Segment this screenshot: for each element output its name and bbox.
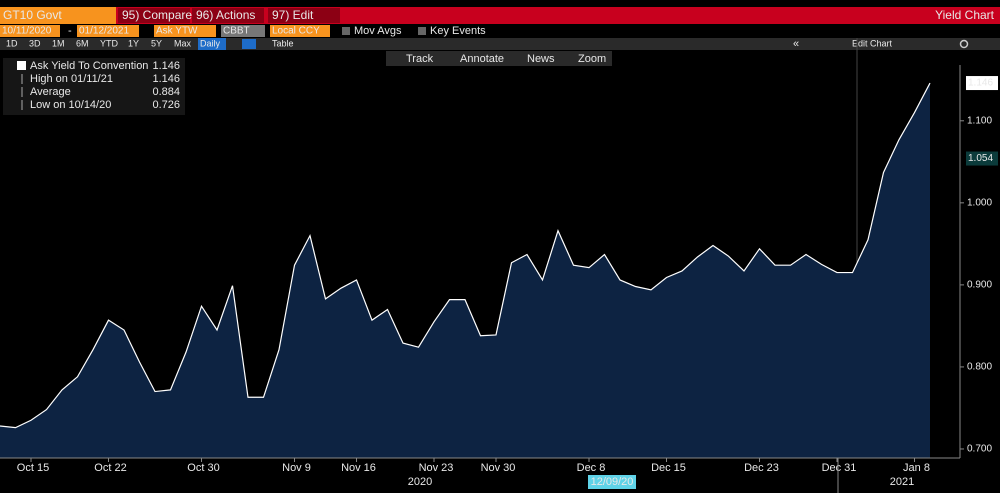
- legend-value: 1.146: [152, 73, 180, 85]
- y-tick-label: 0.900: [967, 280, 992, 291]
- y-tick-label: 0.800: [967, 362, 992, 373]
- legend-label: Average: [30, 86, 71, 98]
- setting-value: Ask YTW: [156, 26, 198, 37]
- setting-field[interactable]: [154, 25, 216, 37]
- y-tick-label: 1.100: [967, 115, 992, 126]
- x-tick-label: Oct 15: [17, 462, 49, 474]
- ticker: GT10 Govt: [3, 8, 62, 22]
- year-label: 2021: [890, 476, 914, 488]
- option-label: Key Events: [430, 25, 486, 37]
- legend-box: [3, 58, 185, 115]
- tool-button: Annotate: [460, 53, 504, 65]
- x-tick-label: Oct 30: [187, 462, 219, 474]
- area-fill: [0, 83, 930, 458]
- x-tick-label: Nov 30: [481, 462, 516, 474]
- period-button: YTD: [100, 38, 119, 48]
- setting-value: 01/12/2021: [79, 26, 129, 37]
- tool-button: Zoom: [578, 53, 606, 65]
- option-label: Mov Avgs: [354, 25, 402, 37]
- legend-swatch: [17, 61, 26, 70]
- x-tick-label: Dec 8: [577, 462, 606, 474]
- period-button: 5Y: [151, 38, 162, 48]
- period-button: 1D: [6, 38, 18, 48]
- price-flag: [966, 151, 998, 166]
- period-button: 1Y: [128, 38, 139, 48]
- legend-label: Low on 10/14/20: [30, 99, 111, 111]
- year-label: 2020: [408, 476, 432, 488]
- setting-field[interactable]: [0, 25, 60, 37]
- tool-button: Track: [406, 53, 434, 65]
- period-button: 1M: [52, 38, 65, 48]
- edit-chart-button: Edit Chart: [852, 38, 893, 48]
- cursor-label: 12/09/20: [591, 476, 634, 488]
- setting-field[interactable]: [77, 25, 139, 37]
- collapse-icon: «: [793, 38, 799, 50]
- legend-value: 1.146: [152, 60, 180, 72]
- option-checkbox[interactable]: [418, 27, 426, 35]
- yield-line: [0, 82, 931, 429]
- ticker-box[interactable]: [0, 7, 116, 24]
- legend-value: 0.884: [152, 86, 180, 98]
- setting-value: CBBT: [223, 26, 250, 37]
- price-flag-label: 1.054: [968, 153, 993, 164]
- x-tick-label: Dec 15: [651, 462, 686, 474]
- cursor-box: [588, 475, 636, 489]
- chart-type-icon[interactable]: [242, 39, 256, 49]
- window-title: Yield Chart: [935, 8, 995, 22]
- menu-button[interactable]: [268, 8, 340, 23]
- active-period[interactable]: [198, 38, 226, 50]
- price-flag-label: 1.146: [968, 78, 993, 89]
- legend-label: High on 01/11/21: [30, 73, 113, 85]
- setting-value: 10/11/2020: [2, 26, 52, 37]
- legend-label: Ask Yield To Convention: [30, 60, 148, 72]
- menu-button[interactable]: [118, 8, 190, 23]
- legend-value: 0.726: [152, 99, 180, 111]
- menu-label: 96) Actions: [196, 8, 255, 22]
- option-checkbox[interactable]: [342, 27, 350, 35]
- menu-label: 95) Compare: [122, 8, 192, 22]
- x-tick-label: Jan 8: [903, 462, 930, 474]
- settings-icon: [959, 39, 969, 49]
- x-tick-label: Dec 23: [744, 462, 779, 474]
- period-button: Daily: [200, 38, 221, 48]
- x-tick-label: Nov 16: [341, 462, 376, 474]
- menu-label: 97) Edit: [272, 8, 314, 22]
- table-button: Table: [272, 38, 294, 48]
- tool-bar: [386, 51, 612, 66]
- x-tick-label: Dec 31: [822, 462, 857, 474]
- setting-field[interactable]: [270, 25, 330, 37]
- price-flag: [966, 76, 998, 91]
- y-tick-label: 0.700: [967, 444, 992, 455]
- tool-button: News: [527, 53, 555, 65]
- x-tick-label: Nov 23: [419, 462, 454, 474]
- setting-field[interactable]: [221, 25, 265, 37]
- menu-button[interactable]: [192, 8, 264, 23]
- period-button: 6M: [76, 38, 89, 48]
- date-separator: -: [68, 25, 72, 37]
- period-button: 3D: [29, 38, 41, 48]
- x-tick-label: Oct 22: [94, 462, 126, 474]
- y-tick-label: 1.000: [967, 197, 992, 208]
- period-bar: [0, 38, 1000, 50]
- setting-value: Local CCY: [272, 26, 320, 37]
- period-button: Max: [174, 38, 192, 48]
- x-tick-label: Nov 9: [282, 462, 311, 474]
